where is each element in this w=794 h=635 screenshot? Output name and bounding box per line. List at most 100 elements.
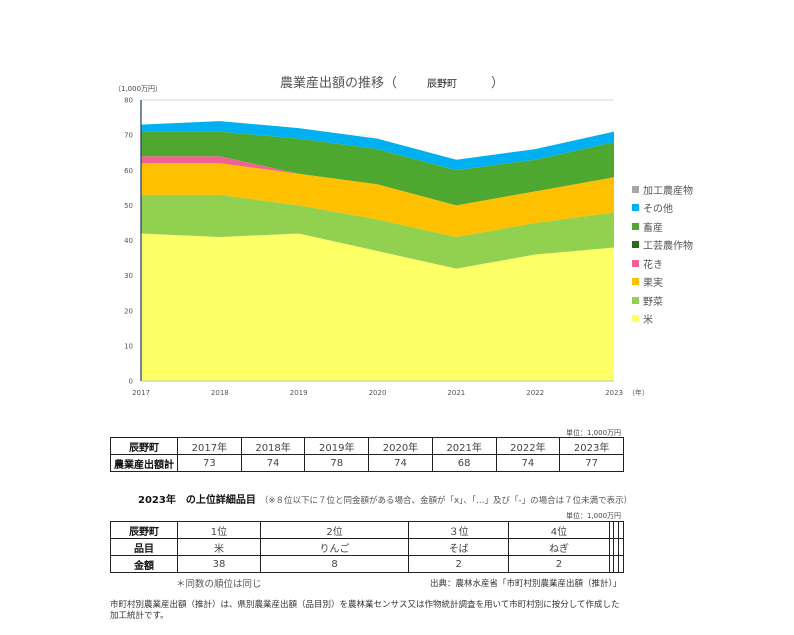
same-rank-note: ＊同数の順位は同じ bbox=[176, 579, 262, 590]
table-cell: りんご bbox=[259, 538, 410, 556]
table-cell: 74 bbox=[368, 454, 433, 472]
table-cell: ３位 bbox=[408, 521, 510, 539]
x-tick-label: 2023 bbox=[605, 389, 623, 397]
table-cell: 74 bbox=[240, 454, 306, 472]
table-cell: 品目 bbox=[110, 538, 178, 556]
legend-item: 米 bbox=[632, 310, 693, 329]
table-cell: 2018年 bbox=[240, 437, 306, 455]
legend-swatch-icon bbox=[632, 185, 639, 193]
area-series-畜産 bbox=[141, 131, 614, 206]
legend-item: 工芸農作物 bbox=[632, 236, 693, 255]
area-series-果実 bbox=[141, 163, 614, 237]
table-cell: そば bbox=[408, 538, 510, 556]
legend-swatch-icon bbox=[632, 278, 639, 286]
table-cell: 2020年 bbox=[368, 437, 433, 455]
ranking-title: 2023年 の上位詳細品目 （※８位以下に７位と同金額がある場合、金額が「x」、「… bbox=[138, 491, 632, 506]
annual-table-unit: 単位：1,000万円 bbox=[566, 429, 622, 437]
chart-title: 農業産出額の推移（ 辰野町 ） bbox=[280, 72, 504, 91]
chart-title-town: 辰野町 bbox=[427, 79, 458, 90]
x-tick-label: 2021 bbox=[447, 389, 465, 397]
x-tick-label: 2019 bbox=[290, 389, 308, 397]
legend-label: 米 bbox=[643, 315, 653, 327]
legend-swatch-icon bbox=[632, 241, 639, 249]
legend-swatch-icon bbox=[632, 259, 639, 267]
ranking-table: 辰野町 1位 2位 ３位 4位 品目 米 りんご そば ねぎ 金額 38 8 2… bbox=[110, 521, 624, 573]
chart-title-suffix: ） bbox=[491, 76, 505, 91]
y-tick-label: 70 bbox=[124, 132, 133, 140]
y-tick-label: 30 bbox=[124, 272, 133, 280]
table-cell: 1位 bbox=[177, 521, 261, 539]
annual-output-table: 辰野町 2017年 2018年 2019年 2020年 2021年 2022年 … bbox=[110, 437, 624, 472]
legend-item: 花き bbox=[632, 254, 693, 273]
x-tick-label: 2017 bbox=[132, 389, 150, 397]
table-cell bbox=[618, 555, 624, 573]
table-cell: 78 bbox=[304, 454, 370, 472]
legend-label: 畜産 bbox=[643, 222, 663, 234]
chart-legend: 加工農産物その他畜産工芸農作物花き果実野菜米 bbox=[632, 180, 693, 328]
table-cell: ねぎ bbox=[508, 538, 610, 556]
table-cell: 73 bbox=[177, 454, 242, 472]
table-cell: 77 bbox=[559, 454, 624, 472]
table-cell bbox=[618, 521, 624, 539]
table-row: 金額 38 8 2 2 bbox=[110, 555, 624, 573]
y-axis-unit: （1,000万円） bbox=[114, 85, 163, 93]
y-tick-label: 80 bbox=[124, 97, 133, 105]
table-cell: 68 bbox=[431, 454, 497, 472]
table-cell: 2023年 bbox=[559, 437, 624, 455]
legend-item: 果実 bbox=[632, 273, 693, 292]
legend-label: その他 bbox=[643, 204, 673, 216]
legend-label: 野菜 bbox=[643, 296, 663, 308]
stacked-area-chart: 0 10 20 30 40 50 60 70 80 2017 2018 2019 2020 2021 202… bbox=[124, 97, 649, 398]
legend-swatch-icon bbox=[632, 296, 639, 304]
y-tick-label: 60 bbox=[124, 167, 133, 175]
table-cell: 2021年 bbox=[431, 437, 497, 455]
area-series-野菜 bbox=[141, 194, 614, 269]
y-tick-label: 40 bbox=[124, 237, 133, 245]
y-tick-label: 10 bbox=[124, 342, 133, 350]
table-cell: 8 bbox=[259, 555, 410, 573]
ranking-note: （※８位以下に７位と同金額がある場合、金額が「x」、「…」及び「-」の場合は７位… bbox=[259, 496, 633, 506]
table-cell: 金額 bbox=[110, 555, 178, 573]
ranking-unit: 単位：1,000万円 bbox=[566, 512, 622, 520]
source-note: 出典：農林水産省「市町村別農業産出額（推計）」 bbox=[430, 579, 622, 589]
table-cell: 2 bbox=[508, 555, 610, 573]
table-cell bbox=[618, 538, 624, 556]
footnote-line-2: 加工統計です。 bbox=[110, 611, 169, 621]
table-cell: 2位 bbox=[259, 521, 410, 539]
table-row: 品目 米 りんご そば ねぎ bbox=[110, 538, 624, 556]
table-cell: 2022年 bbox=[495, 437, 561, 455]
ranking-title-text: 2023年 の上位詳細品目 bbox=[138, 495, 256, 506]
table-cell: 米 bbox=[177, 538, 261, 556]
legend-item: 加工農産物 bbox=[632, 180, 693, 199]
x-tick-label: 2022 bbox=[526, 389, 544, 397]
x-axis-unit: （年） bbox=[628, 388, 649, 397]
table-cell: 辰野町 bbox=[110, 437, 178, 455]
legend-swatch-icon bbox=[632, 315, 639, 323]
legend-label: 工芸農作物 bbox=[643, 241, 693, 253]
legend-label: 果実 bbox=[643, 278, 663, 290]
table-cell: 74 bbox=[495, 454, 561, 472]
table-cell: 農業産出額計 bbox=[110, 454, 178, 472]
table-cell: 2 bbox=[408, 555, 510, 573]
y-tick-label: 50 bbox=[124, 202, 133, 210]
legend-label: 花き bbox=[643, 259, 663, 271]
table-cell: 辰野町 bbox=[110, 521, 178, 539]
table-cell: 38 bbox=[177, 555, 261, 573]
table-header-row: 辰野町 1位 2位 ３位 4位 bbox=[110, 521, 624, 539]
legend-swatch-icon bbox=[632, 204, 639, 212]
x-tick-label: 2018 bbox=[211, 389, 229, 397]
area-series-花き bbox=[141, 156, 614, 206]
legend-item: その他 bbox=[632, 199, 693, 218]
y-tick-label: 20 bbox=[124, 307, 133, 315]
legend-label: 加工農産物 bbox=[643, 185, 693, 197]
area-series-その他 bbox=[141, 121, 614, 171]
table-cell: 4位 bbox=[508, 521, 610, 539]
legend-swatch-icon bbox=[632, 222, 639, 230]
table-row: 農業産出額計 73 74 78 74 68 74 77 bbox=[110, 454, 624, 472]
table-header-row: 辰野町 2017年 2018年 2019年 2020年 2021年 2022年 … bbox=[110, 437, 624, 455]
x-tick-label: 2020 bbox=[369, 389, 387, 397]
table-cell: 2019年 bbox=[304, 437, 370, 455]
table-cell: 2017年 bbox=[177, 437, 242, 455]
area-series-米 bbox=[141, 233, 614, 381]
footnote-line-1: 市町村別農業産出額（推計）は、県別農業産出額（品目別）を農林業センサス又は作物統… bbox=[110, 600, 620, 610]
